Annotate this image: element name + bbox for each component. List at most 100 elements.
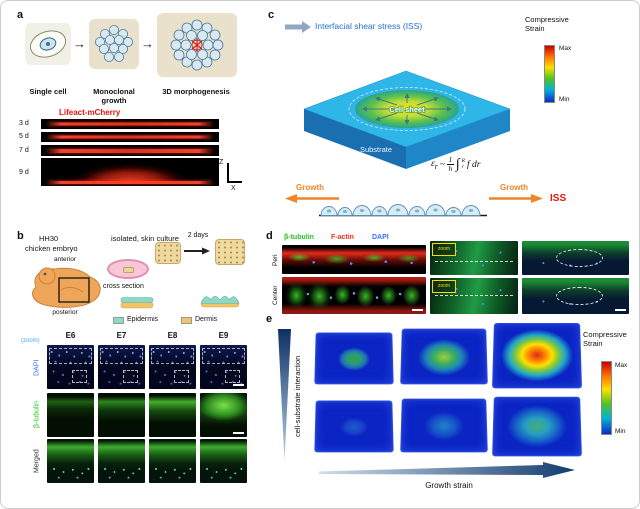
colorbar-min-label: Min: [615, 428, 626, 435]
dermis-color-swatch: [181, 317, 192, 324]
dashed-ellipse-outline: [556, 249, 604, 267]
column-header-e8: E8: [167, 331, 178, 340]
growth-right-arrow-icon: [489, 194, 543, 203]
colorbar-max-label: Max: [615, 362, 628, 369]
micrograph-dapi-e8: [149, 345, 196, 389]
caption-single-cell: Single cell: [29, 87, 67, 96]
cell-cluster-drawing: [95, 25, 134, 63]
colorbar-title-line1: Compressive: [583, 330, 627, 339]
micrograph-dapi-e9: [200, 345, 247, 389]
zoom-inset-box: [49, 348, 92, 364]
panel-b-label: b: [17, 230, 24, 242]
right-arrow-icon: →: [73, 36, 86, 51]
micrograph-dapi-e6: [47, 345, 94, 389]
y-axis-label: cell-substrate interaction: [293, 355, 302, 437]
eq-tilde: ~: [439, 159, 445, 170]
micrograph-tubulin-e7: [98, 393, 145, 437]
fluorescence-signal: [48, 122, 212, 126]
simulation-heatmap-mid-growth-high-adhesion: [400, 328, 488, 385]
large-cell-cluster-drawing: [170, 19, 224, 71]
eq-denominator: h: [448, 164, 453, 174]
column-header-e7: E7: [116, 331, 127, 340]
column-header-e9: E9: [218, 331, 229, 340]
micrograph-merged-e7: [98, 439, 145, 483]
micrograph-9d: [41, 158, 219, 186]
zoom-inset-box: [202, 348, 245, 364]
micrograph-tissue-top: zoom: [430, 241, 518, 275]
chick-embryo-illustration: [32, 267, 101, 308]
micrograph-center-crosssection: [282, 277, 426, 314]
cross-section-label: cross section: [103, 283, 144, 290]
iss-title: Interfacial shear stress (ISS): [315, 21, 423, 31]
micrograph-merged-e6: [47, 439, 94, 483]
growth-strain-gradient-arrow: [319, 462, 575, 478]
sampled-region-box: [58, 277, 90, 303]
simulation-heatmap-low-growth-low-adhesion: [314, 400, 394, 453]
duration-label: 2 days: [187, 232, 209, 239]
iss-direction-arrow-icon: [285, 21, 311, 33]
micrograph-dapi-e7: [98, 345, 145, 389]
caption-monoclonal-growth: Monoclonal growth: [93, 87, 135, 105]
colorbar-title-line2: Strain: [583, 339, 603, 348]
zoom-inset-box: zoom: [432, 243, 456, 256]
colorbar-title-line2: Strain: [525, 24, 545, 33]
caption-3d-morphogenesis: 3D morphogenesis: [162, 87, 230, 96]
fluorescence-signal: [48, 148, 212, 153]
cell-substrate-interaction-gradient-arrow: [278, 329, 291, 461]
eq-lower-limit: r: [461, 163, 464, 170]
epidermis-legend-label: Epidermis: [127, 316, 159, 323]
micrograph-tubulin-e8: [149, 393, 196, 437]
eq-integral: ∫: [455, 156, 460, 172]
eq-numerator: 1: [446, 155, 454, 166]
z-axis-line: [227, 163, 229, 182]
right-arrow-icon: →: [141, 36, 154, 51]
skin-explant-in-dish: [123, 267, 134, 273]
scale-bar: [233, 432, 244, 434]
micrograph-tissue-bottom: zoom: [430, 278, 518, 314]
monoclonal-growth-illustration: [89, 19, 139, 69]
3d-morphogenesis-illustration: [157, 13, 237, 77]
dashed-ellipse-outline: [556, 286, 604, 306]
stain-tubulin-label: β-tubulin: [284, 234, 314, 241]
x-axis-line: [227, 181, 242, 183]
row-label-dapi: DAPI: [33, 359, 41, 377]
colorbar-max-label: Max: [559, 45, 572, 52]
fluorescence-signal: [48, 181, 212, 184]
stain-dapi-label: DAPI: [372, 234, 389, 241]
growth-left-arrow-icon: [285, 194, 339, 203]
single-cell-drawing: [29, 30, 67, 58]
substrate-cell-sheet-3d-diagram: Cell sheet Substrate: [303, 70, 511, 169]
row-label-merged: Merged: [33, 449, 41, 473]
scale-bar: [233, 384, 244, 386]
fluorescence-signal: [48, 135, 212, 139]
zoom-inset-box: [151, 348, 194, 364]
cross-section-before-diagram: [120, 297, 154, 309]
cross-section-after-diagram: [200, 295, 240, 308]
dashed-boundary-line: [435, 260, 513, 262]
stain-factin-label: F-actin: [331, 234, 354, 241]
z-axis-label: Z: [219, 159, 224, 166]
roi-dashed-box: [225, 369, 241, 383]
right-arrow-icon: [184, 247, 210, 255]
scale-bar: [412, 309, 423, 311]
eq-integrand: f dr: [466, 159, 481, 170]
timepoint-9d-label: 9 d: [19, 169, 29, 176]
lifeact-mcherry-label: Lifeact-mCherry: [59, 108, 121, 117]
zoom-inset-box: [100, 348, 143, 364]
panel-d-label: d: [266, 230, 273, 242]
panel-c-label: c: [268, 9, 275, 21]
zoom-inset-label: zoom: [437, 283, 451, 289]
embryo-stage-label: HH30: [39, 234, 59, 243]
eq-upper-limit: R: [461, 158, 465, 165]
micrograph-7d: [41, 145, 219, 156]
panel-e-label: e: [266, 313, 273, 325]
compressive-strain-colorbar: [544, 45, 555, 103]
micrograph-tubulin-e9: [200, 393, 247, 437]
culture-title: isolated, skin culture: [111, 234, 179, 243]
dermis-legend-label: Dermis: [195, 316, 218, 323]
fluorescence-dome-signal: [69, 163, 191, 184]
row-label-center: Center: [272, 285, 279, 306]
micrograph-merged-e9: [200, 439, 247, 483]
row-label-tubulin: β-tubulin: [33, 401, 41, 429]
micrograph-region-top: [522, 241, 629, 275]
